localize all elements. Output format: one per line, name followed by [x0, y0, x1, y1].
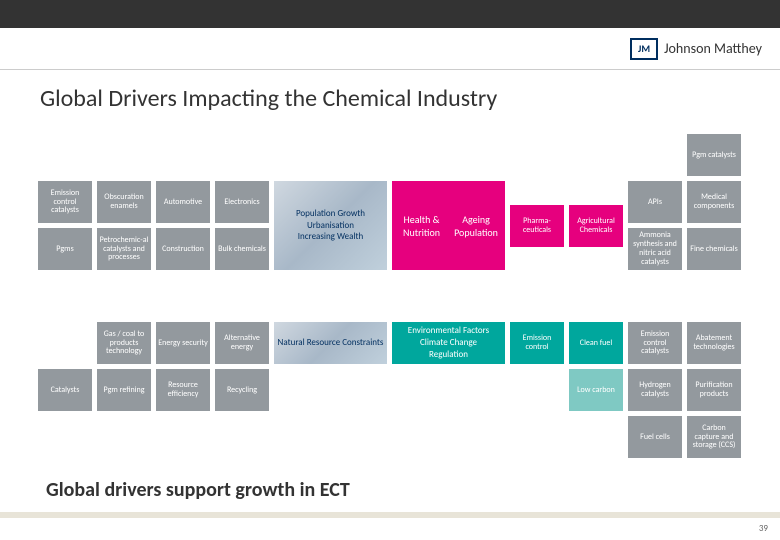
diagram-box: Pharma-ceuticals	[510, 205, 564, 247]
diagram-box: Low carbon	[569, 369, 623, 411]
diagram-box: Recycling	[215, 369, 269, 411]
header: JM Johnson Matthey	[0, 28, 780, 70]
diagram-box: Automotive	[156, 181, 210, 223]
diagram-box: Clean fuel	[569, 322, 623, 364]
box-line: Health & Nutrition	[394, 213, 449, 239]
box-line: Regulation	[429, 349, 468, 361]
diagram-box: Catalysts	[38, 369, 92, 411]
diagram-box: Emission control catalysts	[628, 322, 682, 364]
footer-line	[0, 512, 780, 518]
diagram-box: Medical components	[687, 181, 741, 223]
logo: JM Johnson Matthey	[630, 38, 762, 60]
box-line: Population Growth	[296, 208, 365, 220]
box-line: Urbanisation	[307, 220, 354, 232]
diagram-box: Ammonia synthesis and nitric acid cataly…	[628, 228, 682, 270]
page-title: Global Drivers Impacting the Chemical In…	[0, 70, 780, 129]
logo-badge-text: JM	[638, 42, 650, 55]
logo-badge: JM	[630, 38, 658, 60]
diagram-box: Resource efficiency	[156, 369, 210, 411]
box-line: Climate Change	[420, 337, 477, 349]
diagram-box: Purification products	[687, 369, 741, 411]
box-line: Increasing Wealth	[298, 231, 363, 243]
top-bar	[0, 0, 780, 28]
logo-text: Johnson Matthey	[664, 40, 762, 57]
diagram-box: Electronics	[215, 181, 269, 223]
diagram-box: Carbon capture and storage (CCS)	[687, 416, 741, 458]
diagram-box: Alternative energy	[215, 322, 269, 364]
diagram-box: Fine chemicals	[687, 228, 741, 270]
diagram-box: Pgm catalysts	[687, 134, 741, 176]
box-line: Environmental Factors	[408, 325, 489, 337]
box-line: Ageing Population	[449, 213, 503, 239]
conclusion-text: Global drivers support growth in ECT	[46, 478, 350, 502]
diagram-box: Pgms	[38, 228, 92, 270]
diagram-box: Hydrogen catalysts	[628, 369, 682, 411]
diagram-box: Bulk chemicals	[215, 228, 269, 270]
diagram-box: Energy security	[156, 322, 210, 364]
page-number: 39	[759, 523, 768, 534]
diagram-box: Health & NutritionAgeing Population	[392, 181, 505, 270]
diagram-box: Obscuration enamels	[97, 181, 151, 223]
diagram-box: Fuel cells	[628, 416, 682, 458]
diagram-box: Pgm refining	[97, 369, 151, 411]
diagram-box: Abatement technologies	[687, 322, 741, 364]
diagram-box: Natural Resource Constraints	[274, 322, 387, 364]
diagram-box: Gas / coal to products technology	[97, 322, 151, 364]
diagram-box: APIs	[628, 181, 682, 223]
diagram-box: Petrochemic-al catalysts and processes	[97, 228, 151, 270]
diagram-box: Emission control catalysts	[38, 181, 92, 223]
diagram-box: Emission control	[510, 322, 564, 364]
diagram-box: Agricultural Chemicals	[569, 205, 623, 247]
diagram-box: Construction	[156, 228, 210, 270]
diagram-box: Environmental FactorsClimate ChangeRegul…	[392, 322, 505, 364]
diagram-box: Population GrowthUrbanisationIncreasing …	[274, 181, 387, 270]
